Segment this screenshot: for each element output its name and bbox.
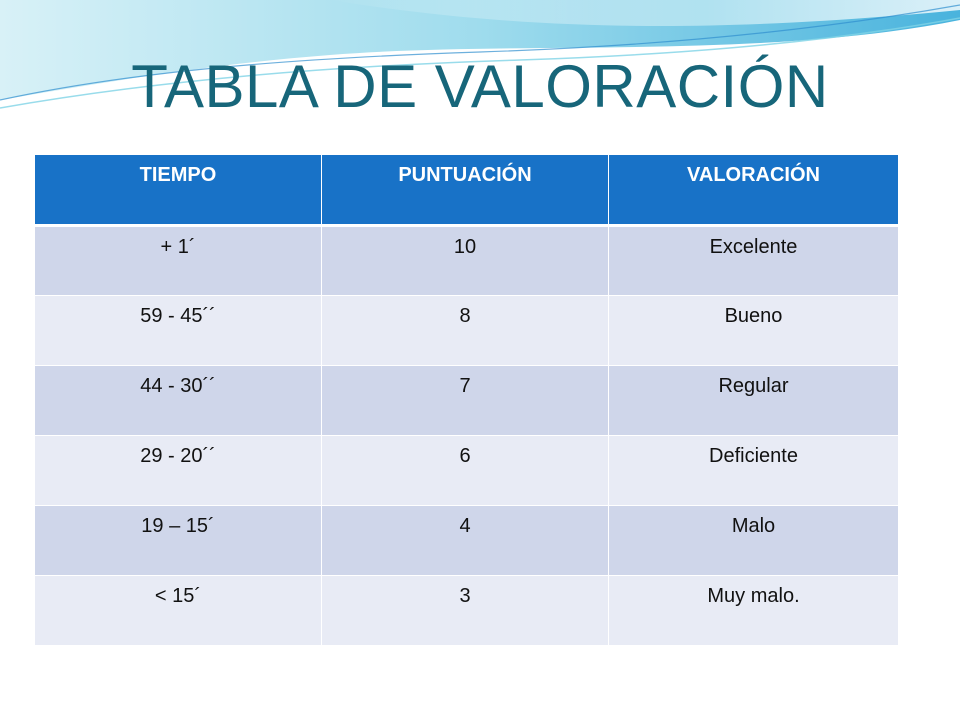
table-row: + 1´ 10 Excelente	[34, 224, 899, 295]
cell-tiempo: 44 - 30´´	[34, 364, 322, 435]
wave-highlight	[330, 0, 960, 27]
table-row: < 15´ 3 Muy malo.	[34, 574, 899, 645]
cell-puntuacion: 6	[321, 434, 609, 505]
table-row: 44 - 30´´ 7 Regular	[34, 364, 899, 435]
decorative-wave-header	[0, 0, 960, 109]
cell-valoracion: Regular	[608, 364, 899, 435]
cell-puntuacion: 8	[321, 294, 609, 365]
cell-tiempo: 19 – 15´	[34, 504, 322, 575]
cell-valoracion: Bueno	[608, 294, 899, 365]
cell-valoracion: Excelente	[608, 224, 899, 295]
cell-puntuacion: 3	[321, 574, 609, 645]
cell-valoracion: Deficiente	[608, 434, 899, 505]
cell-tiempo: + 1´	[34, 224, 322, 295]
column-header-valoracion: VALORACIÓN	[608, 155, 899, 227]
table-row: 29 - 20´´ 6 Deficiente	[34, 434, 899, 505]
cell-puntuacion: 7	[321, 364, 609, 435]
cell-puntuacion: 10	[321, 224, 609, 295]
wave-line-3	[599, 27, 960, 61]
table-row: 59 - 45´´ 8 Bueno	[34, 294, 899, 365]
cell-valoracion: Malo	[608, 504, 899, 575]
cell-tiempo: < 15´	[34, 574, 322, 645]
table-row: 19 – 15´ 4 Malo	[34, 504, 899, 575]
valuation-table: TIEMPO PUNTUACIÓN VALORACIÓN + 1´ 10 Exc…	[34, 155, 899, 645]
cell-tiempo: 59 - 45´´	[34, 294, 322, 365]
wave-line-2	[0, 17, 960, 109]
cell-puntuacion: 4	[321, 504, 609, 575]
cell-tiempo: 29 - 20´´	[34, 434, 322, 505]
table-header-row: TIEMPO PUNTUACIÓN VALORACIÓN	[34, 155, 899, 227]
cell-valoracion: Muy malo.	[608, 574, 899, 645]
page-title: TABLA DE VALORACIÓN	[131, 53, 829, 120]
column-header-tiempo: TIEMPO	[34, 155, 322, 227]
column-header-puntuacion: PUNTUACIÓN	[321, 155, 609, 227]
wave-line-1	[0, 4, 960, 101]
